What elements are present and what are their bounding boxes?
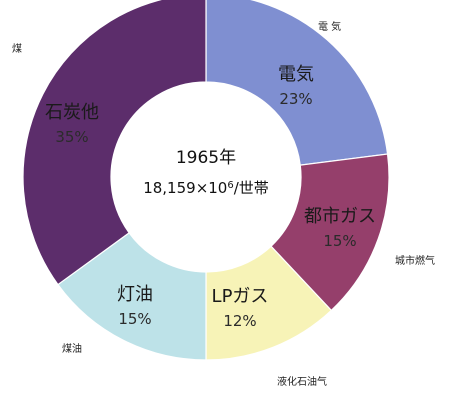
donut-slice-5 — [22, 0, 207, 286]
donut-center-label: 1965年 18,159×106/世帯 — [143, 148, 269, 197]
center-total: 18,159×106/世帯 — [143, 179, 269, 197]
slice-value-label: 15% — [323, 232, 356, 250]
center-year: 1965年 — [176, 148, 236, 168]
center-total-suffix: /世帯 — [234, 179, 269, 197]
donut-slice-1 — [205, 0, 389, 166]
slice-name-label: LPガス — [212, 286, 269, 307]
slice-outer-label: 城市燃气 — [395, 254, 435, 267]
slice-outer-label: 煤油 — [62, 342, 82, 355]
slice-value-label: 23% — [279, 90, 312, 108]
slice-name-label: 電気 — [278, 64, 314, 85]
slice-value-label: 35% — [55, 128, 88, 146]
slice-outer-label: 電 気 — [318, 20, 341, 33]
slice-value-label: 12% — [223, 312, 256, 330]
slice-outer-label: 液化石油气 — [277, 375, 327, 388]
slice-name-label: 灯油 — [117, 284, 153, 305]
donut-slices — [22, 0, 390, 361]
slice-name-label: 石炭他 — [45, 102, 99, 123]
slice-outer-label: 煤 — [12, 42, 22, 55]
slice-value-label: 15% — [118, 310, 151, 328]
center-total-prefix: 18,159×10 — [143, 179, 227, 197]
center-total-exponent: 6 — [227, 180, 233, 191]
donut-slice-labels: 電気 23% 都市ガス 15% LPガス 12% 灯油 15% 石炭他 35% — [45, 64, 376, 330]
slice-name-label: 都市ガス — [304, 206, 376, 227]
